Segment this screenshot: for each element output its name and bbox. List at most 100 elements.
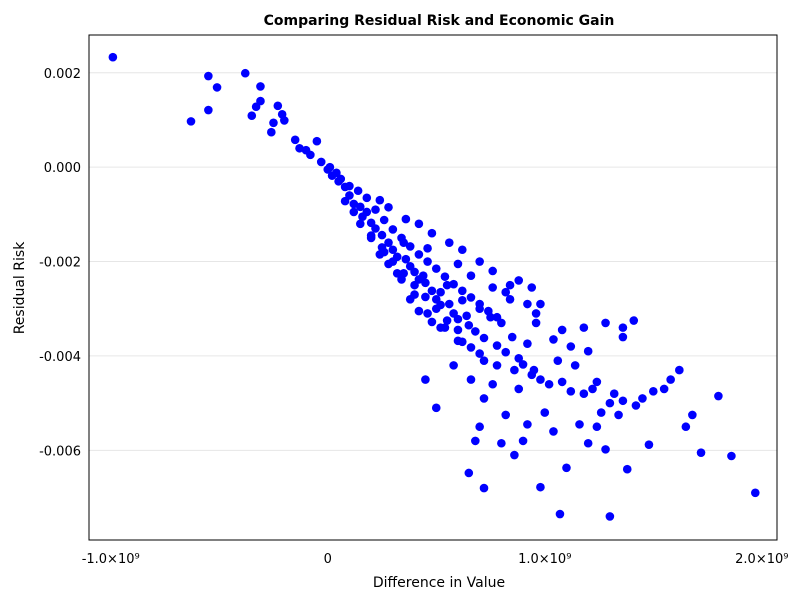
data-point [750, 488, 760, 498]
data-point [601, 445, 610, 454]
chart-title: Comparing Residual Risk and Economic Gai… [264, 13, 615, 29]
data-point [622, 464, 632, 474]
x-tick-label: 0 [324, 552, 332, 567]
data-point [295, 143, 304, 153]
data-point [397, 233, 406, 243]
data-point [431, 403, 441, 413]
data-point [518, 436, 528, 446]
data-point [427, 228, 437, 238]
data-point [618, 332, 628, 342]
data-point [566, 387, 576, 396]
data-point [440, 272, 450, 281]
data-point [457, 295, 467, 305]
data-point [353, 186, 363, 196]
grid-lines [89, 72, 777, 451]
x-tick-label: 1.0×10⁹ [518, 552, 571, 567]
data-point [666, 375, 675, 384]
data-point [501, 347, 511, 357]
data-point [204, 71, 213, 81]
data-point [488, 283, 497, 292]
data-point [362, 193, 372, 203]
data-point [618, 323, 628, 332]
data-point [366, 233, 376, 243]
data-point [631, 401, 641, 410]
data-point [355, 202, 365, 212]
y-tick-label: -0.004 [39, 350, 81, 365]
data-point [479, 394, 489, 403]
data-point [497, 438, 506, 448]
data-point [536, 375, 545, 384]
data-point [557, 325, 567, 335]
data-point [421, 278, 430, 288]
y-tick-label: 0.000 [44, 161, 81, 176]
data-point [479, 356, 489, 365]
data-point [629, 316, 639, 325]
data-point [549, 427, 558, 436]
data-point [384, 202, 393, 212]
data-point [316, 157, 326, 167]
data-point [475, 299, 484, 309]
data-point [609, 389, 619, 398]
data-point [414, 250, 424, 259]
data-point [423, 309, 432, 318]
data-point [431, 304, 441, 314]
data-point [388, 245, 398, 255]
data-point [566, 342, 576, 351]
data-point [505, 294, 515, 304]
data-point [418, 271, 428, 281]
data-point [449, 279, 458, 289]
data-point [421, 375, 430, 384]
data-point [358, 212, 367, 222]
x-axis-ticks: -1.0×10⁹ 0 1.0×10⁹ 2.0×10⁹ [82, 552, 789, 567]
data-point [618, 396, 628, 406]
data-point [501, 410, 511, 420]
data-point [269, 118, 278, 128]
data-point [553, 356, 563, 365]
data-point [436, 323, 445, 332]
data-point [549, 335, 558, 344]
data-point [453, 325, 463, 335]
data-point [514, 384, 524, 394]
data-point [605, 512, 615, 521]
data-point [562, 463, 571, 473]
data-point [204, 105, 213, 115]
data-point [514, 276, 524, 285]
data-point [290, 135, 300, 145]
data-point [427, 286, 437, 296]
data-point [410, 280, 419, 290]
data-point [688, 410, 697, 420]
data-point [466, 343, 476, 352]
data-point [384, 259, 393, 269]
x-axis-label: Difference in Value [373, 575, 505, 591]
data-point [340, 196, 350, 206]
data-point [579, 389, 589, 398]
data-point [256, 82, 265, 91]
y-tick-label: -0.002 [39, 256, 81, 271]
data-point [466, 293, 476, 302]
data-point [401, 254, 411, 264]
data-point [436, 287, 445, 297]
data-point [462, 311, 471, 321]
data-point [453, 314, 463, 324]
data-point [527, 370, 537, 380]
data-point [557, 377, 567, 387]
data-point [579, 323, 589, 332]
data-point [544, 379, 554, 389]
data-point [273, 101, 283, 111]
data-point [444, 299, 454, 309]
data-point [527, 283, 537, 292]
data-point [267, 127, 276, 137]
data-point [431, 264, 441, 273]
data-point [280, 116, 289, 125]
data-point [696, 448, 706, 457]
data-point [247, 111, 257, 121]
data-point [675, 365, 684, 375]
data-point [570, 361, 580, 370]
data-point [714, 391, 723, 401]
data-point [212, 83, 222, 92]
data-point [648, 387, 658, 396]
data-point [453, 336, 463, 346]
data-point [492, 312, 502, 322]
data-point [449, 361, 458, 370]
y-axis-ticks: 0.002 0.000 -0.002 -0.004 -0.006 [39, 67, 81, 460]
